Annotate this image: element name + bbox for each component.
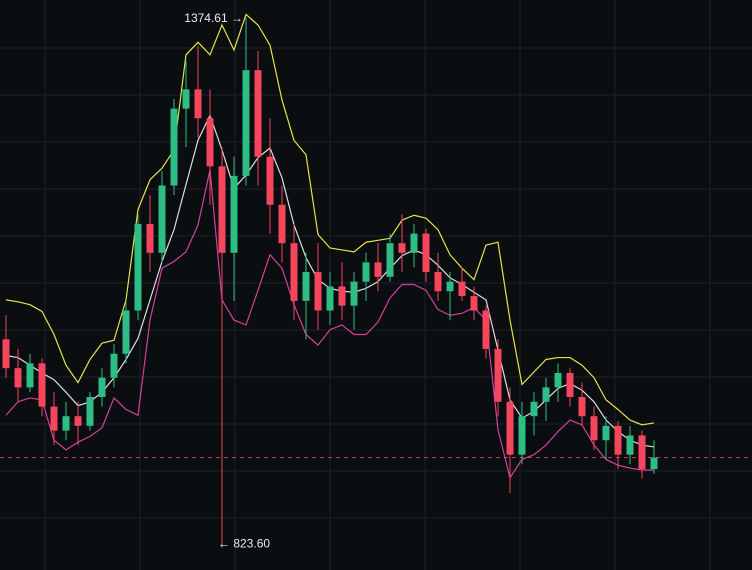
candle-body: [470, 296, 478, 311]
candle-body: [86, 396, 94, 426]
candle-body: [422, 233, 430, 273]
candle-body: [410, 233, 418, 253]
candle-body: [434, 272, 442, 292]
candle-body: [638, 435, 646, 470]
candle-body: [50, 406, 58, 431]
candle-body: [254, 70, 262, 157]
candle-body: [230, 175, 238, 253]
candle-body: [626, 435, 634, 455]
candle-body: [494, 348, 502, 402]
candle-body: [158, 185, 166, 253]
candle-body: [302, 272, 310, 301]
candle-body: [554, 372, 562, 388]
candle-body: [602, 425, 610, 441]
candle-body: [242, 70, 250, 176]
candle-body: [374, 262, 382, 277]
candle-body: [206, 118, 214, 167]
candle-body: [482, 310, 490, 349]
candle-body: [290, 243, 298, 301]
band-line: [5, 13, 655, 426]
candle-body: [122, 310, 130, 354]
band-line: [5, 170, 654, 480]
candle-body: [542, 387, 550, 402]
candle-body: [338, 286, 346, 306]
candle-body: [386, 243, 394, 277]
candle-body: [74, 416, 82, 426]
candle-body: [38, 363, 46, 407]
candle-body: [98, 377, 106, 397]
candle-body: [110, 353, 118, 378]
candle-body: [326, 286, 334, 311]
candle-body: [170, 108, 178, 186]
candle-body: [218, 166, 226, 253]
candle-body: [362, 262, 370, 282]
candle-body: [506, 401, 514, 455]
candle-body: [62, 416, 70, 431]
candle-body: [194, 89, 202, 119]
candle-body: [2, 339, 10, 369]
candle-body: [146, 223, 154, 253]
candle-body: [530, 401, 538, 417]
candle-body: [278, 204, 286, 244]
candle-body: [458, 281, 466, 297]
candle-body: [134, 223, 142, 311]
candle-body: [566, 372, 574, 397]
candle-body: [26, 363, 34, 388]
candle-body: [14, 368, 22, 388]
candle-body: [398, 243, 406, 253]
candle-body: [314, 272, 322, 311]
candle-body: [518, 416, 526, 455]
low-annotation: ← 823.60: [218, 536, 270, 550]
candle-body: [614, 425, 622, 455]
candle-body: [182, 89, 190, 109]
candle-body: [650, 457, 658, 470]
candle-body: [590, 416, 598, 441]
candle-body: [578, 396, 586, 417]
candle-body: [266, 156, 274, 205]
candle-body: [350, 281, 358, 306]
high-annotation: 1374.61 →: [184, 11, 243, 25]
candle-body: [446, 281, 454, 292]
